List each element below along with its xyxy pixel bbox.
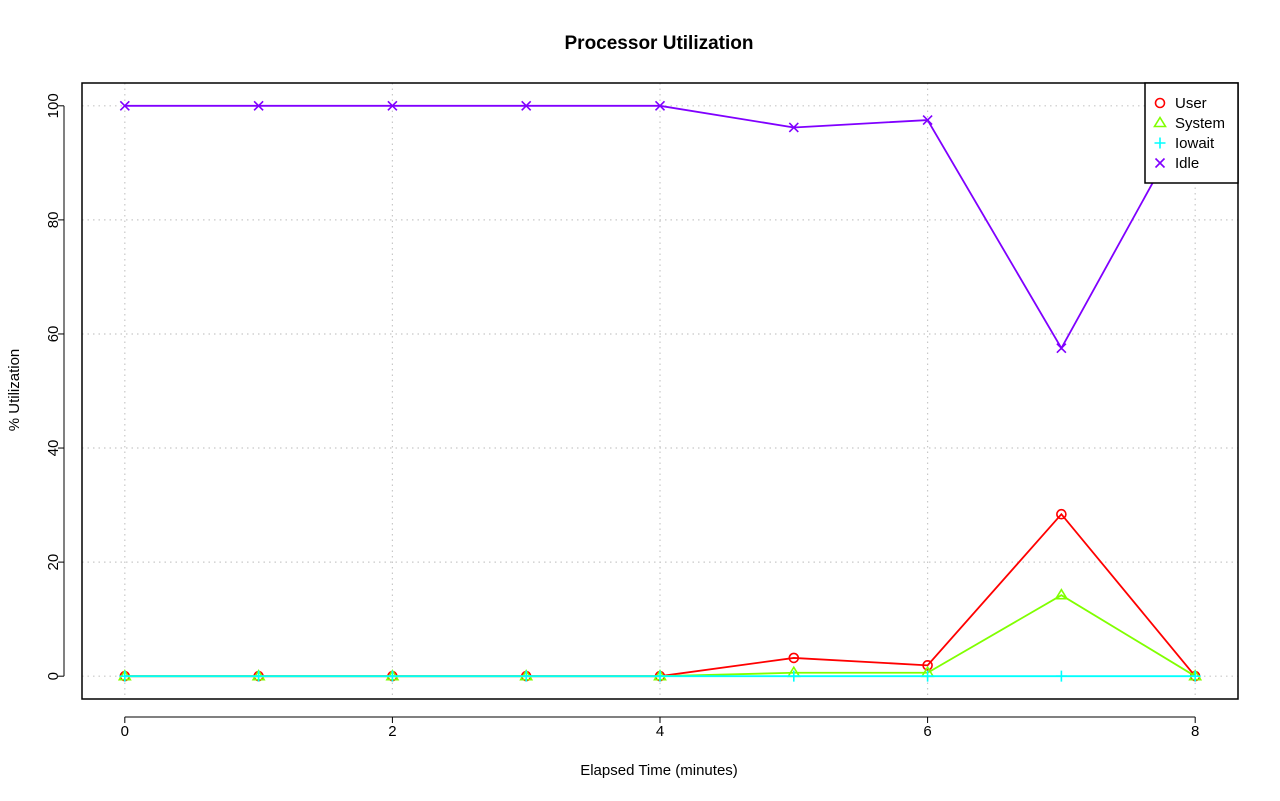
data-point-user: [1056, 508, 1067, 520]
x-tick-label: 4: [656, 723, 664, 740]
chart-title: Processor Utilization: [565, 33, 754, 54]
data-point-idle: [253, 100, 264, 111]
x-tick-label: 0: [121, 723, 129, 740]
data-point-iowait: [119, 670, 131, 682]
legend-marker-system: [1153, 115, 1167, 128]
legend-label-system: System: [1175, 115, 1225, 132]
x-tick-label: 6: [923, 723, 931, 740]
y-tick-label: 0: [45, 672, 62, 680]
legend-label-iowait: Iowait: [1175, 135, 1215, 152]
data-point-user: [788, 652, 800, 664]
data-point-idle: [922, 115, 933, 126]
y-tick-label: 80: [45, 212, 62, 229]
legend-item-idle: Idle: [1154, 155, 1199, 172]
y-tick-label: 100: [45, 93, 62, 118]
data-point-user: [922, 660, 933, 671]
data-point-idle: [521, 100, 532, 111]
data-point-iowait: [253, 670, 265, 682]
data-point-idle: [654, 100, 666, 111]
legend-label-user: User: [1175, 95, 1207, 112]
data-point-iowait: [1189, 670, 1201, 682]
series-iowait: [119, 670, 1201, 682]
data-point-iowait: [922, 670, 934, 682]
legend-item-system: System: [1153, 115, 1225, 132]
data-point-idle: [788, 122, 799, 133]
series-layer: [117, 100, 1203, 682]
legend-label-idle: Idle: [1175, 155, 1199, 172]
grid: [82, 83, 1238, 699]
series-line-system: [124, 594, 1196, 678]
data-point-system: [1054, 588, 1069, 600]
data-point-idle: [119, 100, 130, 111]
legend-marker-iowait: [1154, 137, 1166, 149]
legend-item-user: User: [1154, 95, 1207, 112]
x-tick-label: 2: [388, 723, 396, 740]
y-axis-label: % Utilization: [6, 349, 23, 432]
x-tick-label: 8: [1191, 723, 1199, 740]
data-point-idle: [387, 100, 398, 111]
data-point-iowait: [386, 670, 398, 682]
data-point-iowait: [654, 670, 666, 682]
y-tick-label: 40: [45, 440, 62, 457]
data-point-idle: [1056, 343, 1067, 354]
legend-marker-user: [1154, 97, 1166, 109]
legend-item-iowait: Iowait: [1154, 135, 1215, 152]
y-tick-label: 60: [45, 326, 62, 343]
legend-box: [1144, 82, 1239, 184]
data-point-iowait: [520, 670, 532, 682]
data-point-iowait: [1055, 670, 1067, 682]
data-point-iowait: [788, 670, 800, 682]
legend-marker-idle: [1154, 157, 1166, 169]
plot-frame: [81, 82, 1239, 700]
x-axis-label: Elapsed Time (minutes): [580, 762, 738, 779]
y-tick-label: 20: [45, 554, 62, 571]
legend: User System Iowait Idle: [1144, 82, 1239, 184]
